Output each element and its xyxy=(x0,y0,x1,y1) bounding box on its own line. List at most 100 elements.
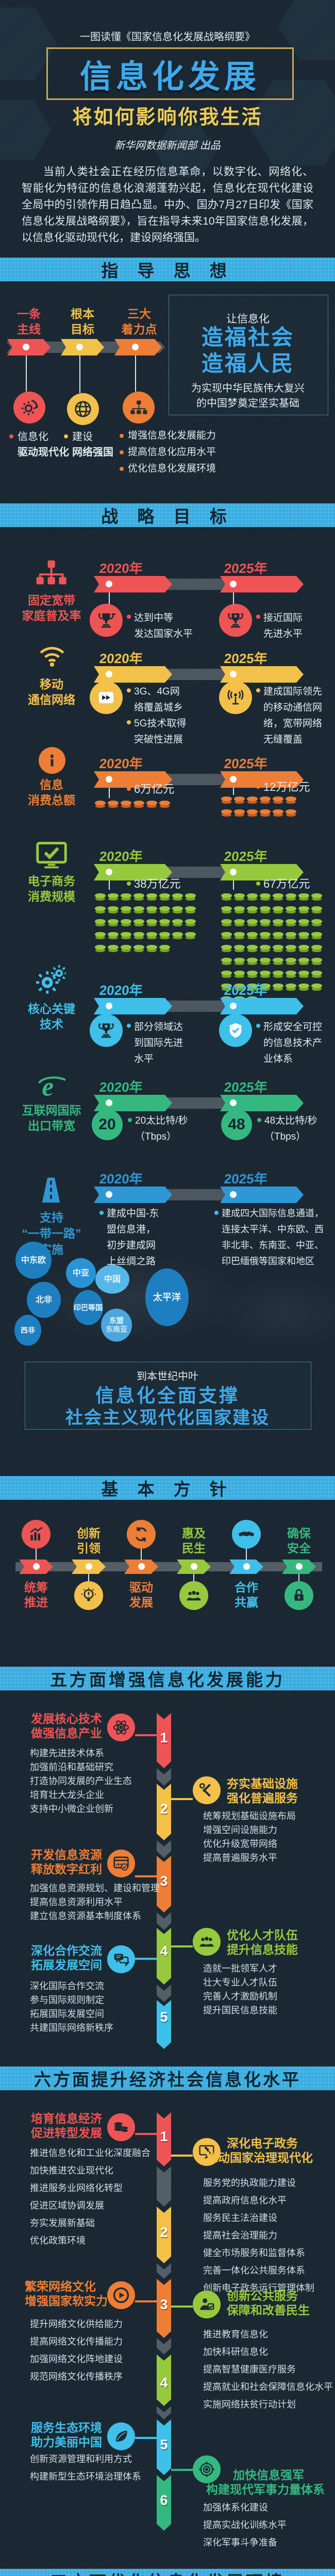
gears-icon xyxy=(36,965,68,996)
tools-icon xyxy=(193,1776,221,1804)
bullet-dot xyxy=(127,720,131,724)
timeline-node xyxy=(106,581,112,587)
ribbon-number: 6 xyxy=(160,2493,168,2508)
ribbon-gap xyxy=(157,2338,171,2354)
guiding-col1-bullet: 信息化 驱动现代化 xyxy=(9,429,69,460)
map-bubble: 中亚 xyxy=(66,1258,96,1288)
connector xyxy=(171,2155,193,2157)
goal-row-label: 移动 通信网络 xyxy=(28,677,75,706)
principles-node xyxy=(138,1563,145,1570)
stem xyxy=(233,880,234,890)
coin-pictograph-2025 xyxy=(220,795,303,821)
benefit-headline-2: 造福人民 xyxy=(201,351,294,376)
leaf-icon xyxy=(107,2422,135,2450)
ribbon-number: 4 xyxy=(160,2375,168,2391)
six-item-points: 加强体系化建设 提高实战化训练水平 深化军事斗争准备 xyxy=(203,2502,287,2548)
connector xyxy=(171,2306,193,2308)
ribbon-number: 5 xyxy=(160,2437,168,2452)
stem xyxy=(233,592,234,605)
stem xyxy=(141,1549,142,1560)
ribbon-gap xyxy=(157,1840,171,1858)
banner-guiding-thought: 指 导 思 想 xyxy=(0,258,335,281)
goal-row-label: 电子商务 消费规模 xyxy=(28,874,75,903)
milestone-2025-text: 建成国际领先 的移动通信网 络，宽带网络 无缝覆盖 xyxy=(263,686,323,745)
bullet-dot xyxy=(214,1211,219,1215)
six-item-points: 推进教育信息化 加快科研信息化 提高智慧健康医疗服务 提高就业和社会保障信息化水平实… xyxy=(203,2329,333,2410)
timeline-node xyxy=(106,1003,112,1009)
principles-node xyxy=(243,1563,250,1570)
kicker-title: 一图读懂《国家信息化发展战略纲要》 xyxy=(80,31,255,43)
stem xyxy=(88,1574,89,1581)
guiding-col3-title: 三大 着力点 xyxy=(121,307,157,336)
five-item-points: 造就一批领军人才 壮大专业人才队伍 完善人才激励机制 提升国民信息技能 xyxy=(203,1963,277,2015)
year-2020: 2020年 xyxy=(98,849,144,864)
broadband-network-icon xyxy=(35,559,67,588)
six-item-title: 创新公共服务 保障和改善民生 xyxy=(227,2289,310,2317)
ribbon-number: 2 xyxy=(160,1801,168,1817)
year-2025: 2025年 xyxy=(223,1171,269,1187)
timeline-node xyxy=(230,1191,237,1198)
banner-strategic-goals: 战 略 目 标 xyxy=(0,503,335,527)
mid-century-box xyxy=(25,1362,311,1430)
chat-bubbles-icon xyxy=(107,1945,135,1973)
ribbon-number: 1 xyxy=(160,2129,168,2144)
milestone-2020-text: 部分领域达 到国际先进 水平 xyxy=(134,1022,183,1064)
ribbon-number: 1 xyxy=(160,1730,168,1745)
bullet-dot xyxy=(257,1118,261,1122)
map-bubble: 中国 xyxy=(95,1265,129,1294)
ribbon-segment-5 xyxy=(157,2419,171,2475)
milestone-2025-value: 67万亿元 xyxy=(263,877,310,890)
bandwidth-2020-badge: 20 xyxy=(92,1109,123,1140)
ribbon-number: 3 xyxy=(160,1873,168,1889)
milestone-2025-text: 48太比特/秒 （Tbps） xyxy=(264,1115,317,1142)
year-2025: 2025年 xyxy=(223,1079,269,1095)
stem xyxy=(36,1549,37,1560)
year-2025: 2025年 xyxy=(223,651,269,666)
target-icon xyxy=(193,2455,221,2483)
six-item-title: 繁荣网络文化 增强国家软实力 xyxy=(25,2280,108,2308)
guiding-node-1 xyxy=(23,344,29,350)
stem xyxy=(246,1549,247,1560)
five-item-points: 加强信息资源规划、建设和管理 提高信息资源利用水平 建立信息资源基本制度体系 xyxy=(30,1883,160,1921)
milestone-2025-text: 建成四大国际信息通道，连接太平洋、中东欧、西 非北非、东南亚、中亚、印巴缅俄等国… xyxy=(222,1208,324,1266)
www-browser-icon: www xyxy=(107,1850,135,1877)
timeline-node xyxy=(106,671,112,677)
banner-basic-principles: 基 本 方 针 xyxy=(0,1476,335,1500)
six-item-points: 提升网络文化供给能力 提高网络文化传播能力 加强网络文化阵地建设 规范网络文化传播秩… xyxy=(30,2319,123,2382)
connector xyxy=(135,1875,157,1877)
milestone-2025-value: 12万亿元 xyxy=(263,781,310,793)
ribbon-segment-2 xyxy=(157,2207,171,2263)
map-bubble: 北非 xyxy=(27,1282,61,1318)
gear-sync-icon xyxy=(13,392,45,423)
year-2020: 2020年 xyxy=(98,561,144,576)
atom-icon xyxy=(107,1714,135,1741)
map-bubble: 东盟 东南亚 xyxy=(101,1309,132,1342)
benefit-box xyxy=(169,295,328,415)
timeline-node xyxy=(106,1191,112,1198)
six-item-title: 培育信息经济 促进转型发展 xyxy=(31,2112,102,2140)
ribbon-segment-3 xyxy=(157,2279,171,2338)
timeline-node xyxy=(106,776,112,783)
map-bubble: 中东欧 xyxy=(15,1242,52,1279)
year-2020: 2020年 xyxy=(98,1171,144,1187)
connector xyxy=(171,2469,193,2471)
person-check-icon xyxy=(193,2291,221,2318)
stem xyxy=(193,1574,194,1581)
ribbon-segment-1 xyxy=(157,1713,171,1768)
principles-track xyxy=(15,1562,322,1571)
chart-up-icon xyxy=(22,1520,51,1549)
ribbon-gap xyxy=(157,1768,171,1786)
lock-icon xyxy=(284,1581,313,1610)
six-item-points: 推进信息化和工业化深度融合 加快推进农业现代化 推进服务业网络化转型 促进区域协调发… xyxy=(30,2148,150,2246)
bullet-dot xyxy=(127,787,131,791)
coin-pictograph-2020 xyxy=(94,800,176,812)
year-2025: 2025年 xyxy=(223,756,269,771)
bullet-dot xyxy=(256,1024,260,1028)
principle-label: 确保 安全 xyxy=(287,1527,311,1555)
coin-pictograph-2020 xyxy=(94,892,199,957)
six-item-points: 服务党的执政能力建设 提高政府信息化水平 服务民主法治建设 提高社会治理能力 健全市场… xyxy=(203,2178,314,2293)
stem xyxy=(109,788,110,798)
guiding-node-3 xyxy=(132,344,139,350)
main-title-box: 信息化发展 xyxy=(46,47,294,100)
benefit-note-2: 的中国梦奠定坚实基础 xyxy=(196,398,299,409)
